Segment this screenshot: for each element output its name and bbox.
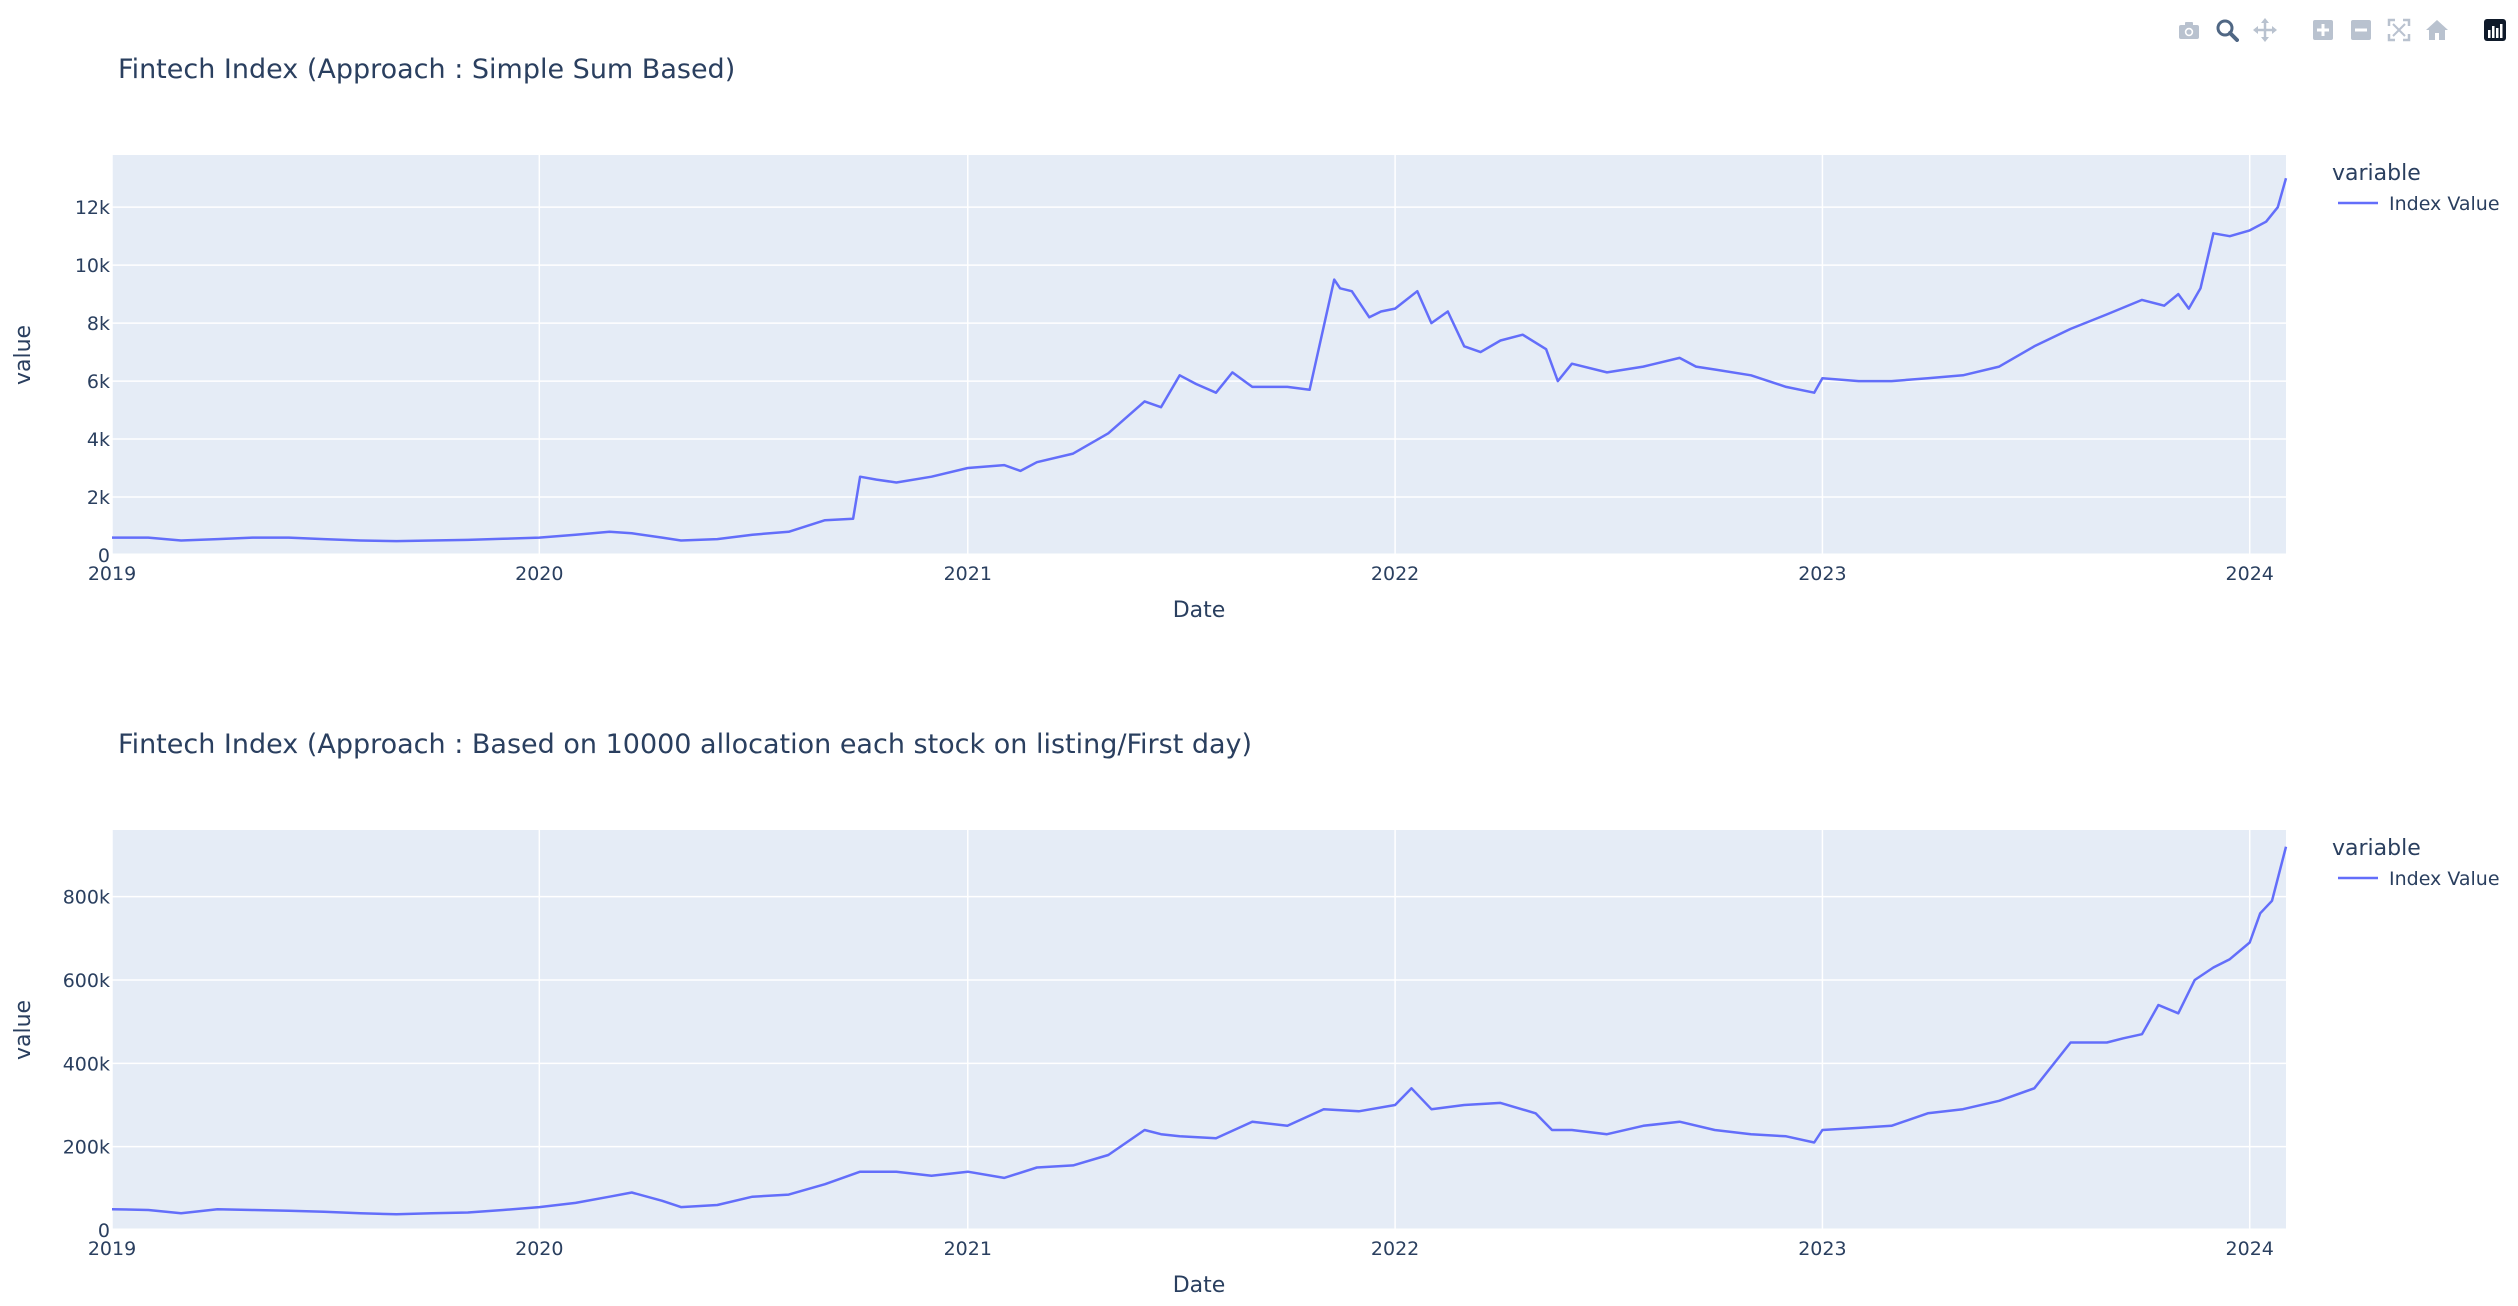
chart-2: Fintech Index (Approach : Based on 10000… <box>11 729 2500 1298</box>
x-axis-title: Date <box>1173 1273 1226 1298</box>
series-line[interactable] <box>112 177 2288 543</box>
plot-area[interactable] <box>112 830 2286 1230</box>
x-tick-label: 2020 <box>515 1238 563 1260</box>
x-axis-title: Date <box>1173 598 1226 623</box>
x-tick-label: 2020 <box>515 563 563 585</box>
zoom-in-icon <box>2313 20 2333 40</box>
chart-1: Fintech Index (Approach : Simple Sum Bas… <box>11 54 2500 623</box>
camera-icon <box>2179 22 2199 39</box>
x-tick-label: 2021 <box>944 1238 992 1260</box>
y-tick-label: 200k <box>63 1137 110 1159</box>
camera-button[interactable] <box>2172 14 2206 46</box>
x-tick-label: 2022 <box>1371 563 1419 585</box>
legend-item[interactable]: Index Value <box>2338 193 2500 215</box>
autoscale-button[interactable] <box>2382 14 2416 46</box>
y-tick-label: 12k <box>75 197 110 219</box>
y-axis-title: value <box>11 1000 36 1060</box>
plotly-logo-icon <box>2484 19 2506 41</box>
legend-title: variable <box>2332 161 2421 186</box>
legend: variable Index Value <box>2332 836 2500 890</box>
legend-item-label: Index Value <box>2389 868 2500 890</box>
y-tick-label: 6k <box>87 371 110 393</box>
y-tick-label: 800k <box>63 887 110 909</box>
legend: variable Index Value <box>2332 161 2500 215</box>
zoom-out-button[interactable] <box>2344 14 2378 46</box>
y-tick-label: 8k <box>87 313 110 335</box>
x-tick-label: 2023 <box>1798 563 1846 585</box>
x-tick-label: 2019 <box>88 563 136 585</box>
y-tick-label: 600k <box>63 970 110 992</box>
x-tick-label: 2023 <box>1798 1238 1846 1260</box>
legend-title: variable <box>2332 836 2421 861</box>
y-tick-label: 400k <box>63 1053 110 1075</box>
x-tick-label: 2022 <box>1371 1238 1419 1260</box>
pan-button[interactable] <box>2248 14 2282 46</box>
zoom-button[interactable] <box>2210 14 2244 46</box>
home-icon <box>2426 20 2448 40</box>
x-tick-label: 2021 <box>944 563 992 585</box>
plot-area[interactable] <box>112 155 2286 555</box>
pan-icon <box>2253 18 2277 42</box>
x-tick-label: 2019 <box>88 1238 136 1260</box>
modebar-toolbar <box>2172 14 2512 46</box>
plotly-logo-button[interactable] <box>2478 14 2512 46</box>
zoom-out-icon <box>2351 20 2371 40</box>
chart-title: Fintech Index (Approach : Based on 10000… <box>118 729 1252 760</box>
x-tick-label: 2024 <box>2226 1238 2274 1260</box>
autoscale-icon <box>2387 18 2411 42</box>
reset-axes-button[interactable] <box>2420 14 2454 46</box>
y-tick-label: 0 <box>98 1220 110 1242</box>
x-tick-label: 2024 <box>2226 563 2274 585</box>
legend-item-label: Index Value <box>2389 193 2500 215</box>
y-axis-title: value <box>11 325 36 385</box>
y-tick-label: 2k <box>87 487 110 509</box>
chart-title: Fintech Index (Approach : Simple Sum Bas… <box>118 54 735 85</box>
y-tick-label: 4k <box>87 429 110 451</box>
zoom-in-button[interactable] <box>2306 14 2340 46</box>
y-tick-label: 0 <box>98 545 110 567</box>
series-line[interactable] <box>111 846 2288 1216</box>
y-tick-label: 10k <box>75 255 110 277</box>
legend-item[interactable]: Index Value <box>2338 868 2500 890</box>
zoom-icon <box>2216 19 2239 42</box>
